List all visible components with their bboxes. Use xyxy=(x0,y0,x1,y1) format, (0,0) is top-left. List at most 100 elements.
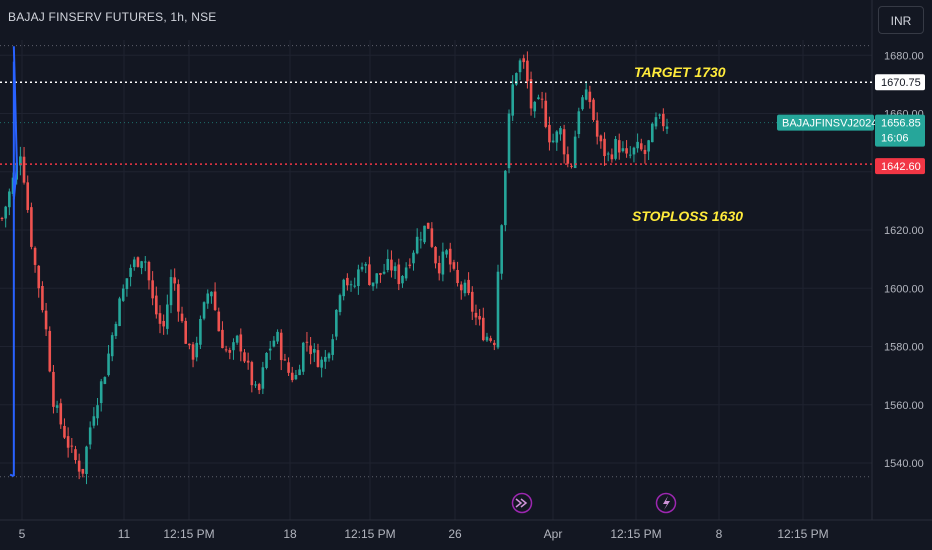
y-tick-label: 1540.00 xyxy=(884,458,924,470)
candle-body xyxy=(132,259,136,268)
candle-body xyxy=(382,271,386,274)
candle-body xyxy=(662,113,665,127)
event-icons[interactable] xyxy=(511,492,677,514)
candle-body xyxy=(70,445,74,447)
candle-body xyxy=(614,138,617,159)
candle-body xyxy=(261,367,265,389)
candle-body xyxy=(415,236,419,254)
x-tick-label: Apr xyxy=(544,527,563,541)
candle-body xyxy=(474,312,478,318)
trendline[interactable] xyxy=(12,46,18,166)
candle-body xyxy=(305,341,309,343)
candle-body xyxy=(147,261,151,281)
candle-body xyxy=(390,259,393,271)
candle-body xyxy=(158,313,162,324)
candle-body xyxy=(599,135,603,142)
candle-body xyxy=(210,291,213,297)
y-tick-label: 1620.00 xyxy=(884,225,924,237)
candle-body xyxy=(110,335,114,357)
candle-body xyxy=(290,372,294,381)
fast-forward-icon[interactable] xyxy=(511,492,533,514)
symbol-tag-bg xyxy=(777,114,874,131)
x-tick-label: 12:15 PM xyxy=(163,527,214,541)
candle-body xyxy=(628,154,632,156)
candle-body xyxy=(551,140,555,143)
level-label-1670-bg xyxy=(875,74,925,91)
y-tick-label: 1680.00 xyxy=(884,50,924,62)
candle-body xyxy=(81,468,85,474)
candle-body xyxy=(445,250,448,255)
candle-body xyxy=(364,264,368,266)
candle-body xyxy=(342,279,345,297)
candle-body xyxy=(301,342,305,372)
candle-body xyxy=(74,449,77,461)
candles xyxy=(0,51,669,485)
candle-body xyxy=(44,310,48,330)
candle-body xyxy=(368,264,371,285)
candle-body xyxy=(515,73,518,85)
candle-body xyxy=(610,154,614,160)
lightning-icon[interactable] xyxy=(655,492,677,514)
candle-body xyxy=(140,261,143,269)
candle-body xyxy=(52,371,55,407)
last-price-bg xyxy=(875,114,925,147)
candle-body xyxy=(151,280,154,299)
candle-body xyxy=(63,425,66,438)
candle-body xyxy=(404,267,408,279)
candle-body xyxy=(408,264,412,266)
candle-body xyxy=(199,318,202,345)
candle-body xyxy=(507,113,511,169)
candle-body xyxy=(456,269,459,284)
candle-body xyxy=(327,353,331,359)
x-tick-label: 26 xyxy=(448,527,462,541)
candle-body xyxy=(272,340,276,347)
candle-body xyxy=(85,446,88,475)
trendline-drawings[interactable] xyxy=(9,46,18,478)
trendline[interactable] xyxy=(12,165,18,200)
target-annotation: TARGET 1730 xyxy=(634,64,726,80)
candle-body xyxy=(195,342,199,358)
candle-body xyxy=(654,117,658,127)
candle-body xyxy=(217,311,221,332)
candle-body xyxy=(338,295,342,313)
candle-body xyxy=(59,403,63,425)
candle-body xyxy=(177,284,180,312)
candle-body xyxy=(581,97,584,110)
candle-body xyxy=(555,131,559,143)
candle-body xyxy=(287,362,290,373)
candle-body xyxy=(66,436,70,448)
candle-body xyxy=(430,228,434,247)
candle-body xyxy=(88,427,92,445)
candle-body xyxy=(658,114,661,116)
candle-body xyxy=(309,345,312,355)
candle-body xyxy=(511,84,514,116)
candle-body xyxy=(155,295,158,315)
x-tick-label: 5 xyxy=(19,527,26,541)
candle-body xyxy=(349,284,353,286)
candle-body xyxy=(162,320,165,327)
candle-body xyxy=(188,343,191,346)
candle-body xyxy=(426,222,430,229)
annotations: TARGET 1730 STOPLOSS 1630 xyxy=(632,64,743,224)
candle-body xyxy=(562,129,566,155)
candle-body xyxy=(467,279,470,294)
candle-body xyxy=(533,101,537,112)
candle-body xyxy=(118,298,121,327)
candle-body xyxy=(8,191,11,208)
time-axis: 5 11 12:15 PM 18 12:15 PM 26 Apr 12:15 PM 8 12:15… xyxy=(19,527,829,541)
candle-body xyxy=(265,352,268,368)
candle-body xyxy=(529,79,533,109)
candle-body xyxy=(221,329,224,349)
candle-body xyxy=(169,277,173,306)
candle-body xyxy=(191,344,195,360)
currency-button[interactable]: INR xyxy=(878,6,924,34)
candle-body xyxy=(4,206,7,219)
candle-body xyxy=(481,317,485,341)
candle-body xyxy=(316,350,320,367)
horizontal-levels xyxy=(0,45,872,478)
candle-body xyxy=(125,278,129,290)
candle-body xyxy=(489,338,492,341)
candle-body xyxy=(617,140,621,153)
candle-body xyxy=(500,225,503,274)
